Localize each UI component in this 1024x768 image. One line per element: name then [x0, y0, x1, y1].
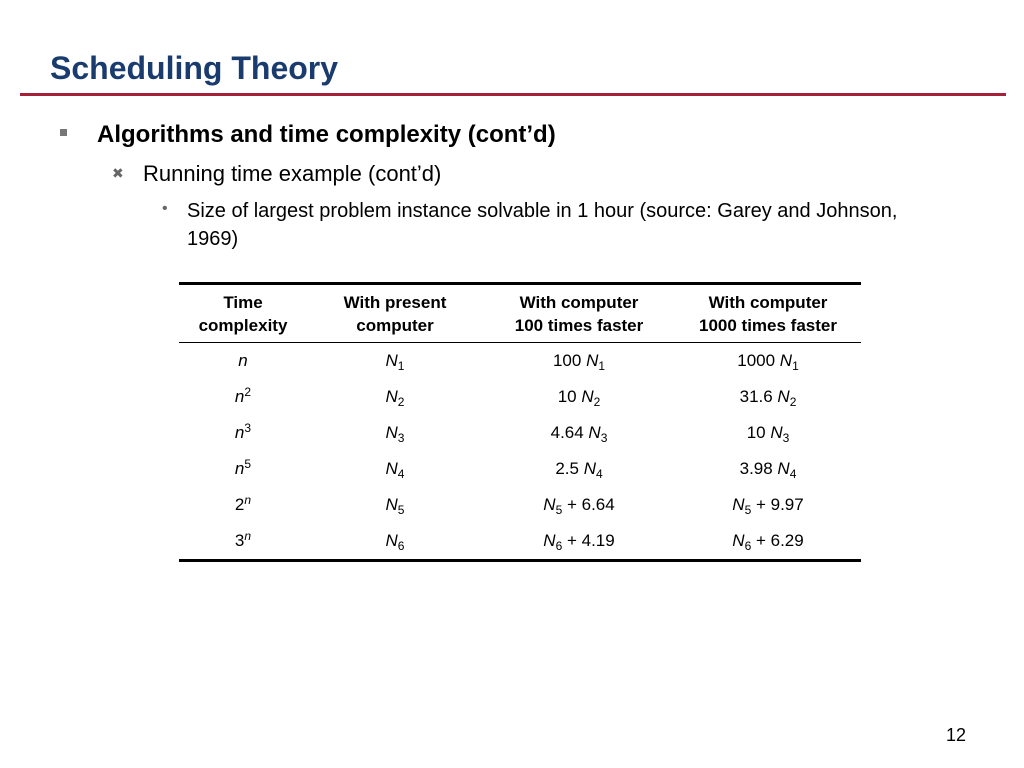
complexity-cell: n2	[234, 385, 252, 406]
page-number: 12	[945, 725, 966, 745]
table-row: n5 N4 2.5 N4 3.98 N4	[179, 451, 861, 487]
present-cell: N4	[385, 459, 405, 481]
x1000-cell: 31.6 N2	[739, 387, 797, 409]
x1000-cell: 3.98 N4	[739, 459, 797, 481]
present-cell: N6	[307, 523, 483, 562]
x100-cell: N6 + 4.19	[483, 523, 675, 562]
table-row: n3 N3 4.64 N3 10 N3	[179, 415, 861, 451]
header-100x-faster: With computer 100 times faster	[483, 282, 675, 343]
x1000-cell: 1000 N1	[737, 351, 799, 373]
present-cell: N3	[385, 423, 405, 445]
complexity-cell: 3n	[179, 523, 307, 562]
complexity-cell: n3	[234, 421, 252, 442]
complexity-cell: n	[238, 351, 248, 370]
present-cell: N2	[385, 387, 405, 409]
table-header-row: Time complexity With present computer Wi…	[179, 282, 861, 343]
x1000-cell: N6 + 6.29	[675, 523, 861, 562]
header-time-complexity: Time complexity	[179, 282, 307, 343]
x100-cell: 10 N2	[557, 387, 601, 409]
bullet-level1-text: Algorithms and time complexity (cont’d)	[97, 121, 556, 148]
cross-bullet-icon: ✖	[112, 165, 124, 181]
bullet-level2-text: Running time example (cont’d)	[143, 161, 442, 186]
title-rule	[20, 93, 1006, 96]
dot-bullet-icon: •	[162, 200, 168, 217]
complexity-cell: 2n	[234, 493, 252, 514]
present-cell: N5	[385, 495, 405, 517]
table-row: n2 N2 10 N2 31.6 N2	[179, 379, 861, 415]
x100-cell: 4.64 N3	[550, 423, 608, 445]
x100-cell: 2.5 N4	[555, 459, 603, 481]
x1000-cell: N5 + 9.97	[732, 495, 804, 517]
table-row: 2n N5 N5 + 6.64 N5 + 9.97	[179, 487, 861, 523]
x100-cell: N5 + 6.64	[543, 495, 615, 517]
table-row: 3n N6 N6 + 4.19 N6 + 6.29	[179, 523, 861, 562]
complexity-cell: n5	[234, 457, 252, 478]
slide-title: Scheduling Theory	[50, 50, 339, 86]
running-time-table: Time complexity With present computer Wi…	[179, 282, 861, 562]
square-bullet-icon	[60, 129, 67, 136]
x1000-cell: 10 N3	[746, 423, 790, 445]
bullet-level3-text: Size of largest problem instance solvabl…	[187, 200, 898, 250]
running-time-table-container: Time complexity With present computer Wi…	[179, 282, 861, 562]
present-cell: N1	[385, 351, 405, 373]
header-present-computer: With present computer	[307, 282, 483, 343]
table-row: n N1 100 N1 1000 N1	[179, 343, 861, 380]
x100-cell: 100 N1	[552, 351, 606, 373]
header-1000x-faster: With computer 1000 times faster	[675, 282, 861, 343]
